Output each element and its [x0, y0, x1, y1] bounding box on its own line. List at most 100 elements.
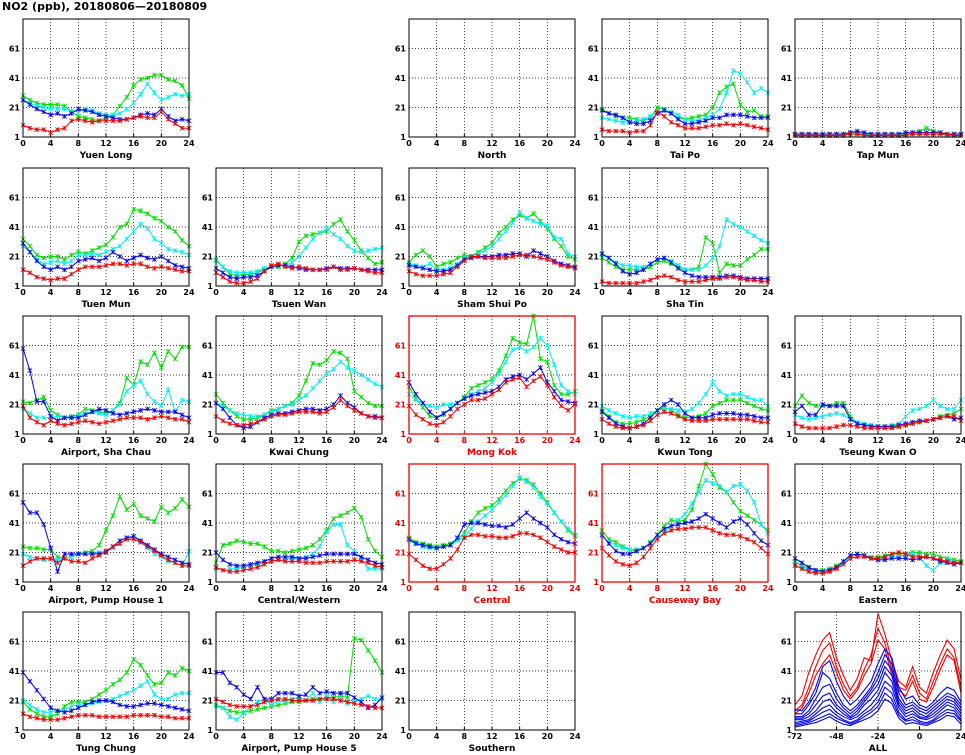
series-line-blue	[794, 680, 962, 724]
x-tick-label: 12	[486, 288, 497, 297]
data-point	[255, 413, 260, 419]
y-tick-label: 21	[202, 549, 214, 558]
data-point	[806, 564, 812, 570]
data-point	[613, 410, 619, 416]
panel-tai-po: 0 4 8 12 16 20 24 1 21 41 61 Tai Po	[588, 18, 774, 161]
data-point	[358, 394, 364, 400]
data-point	[255, 564, 260, 570]
data-point	[448, 406, 453, 412]
data-point	[220, 567, 226, 573]
data-point	[227, 407, 233, 413]
data-point	[158, 702, 164, 708]
panel-label: Central/Western	[258, 596, 341, 606]
data-point	[606, 552, 612, 558]
data-point	[317, 230, 323, 236]
data-point	[475, 510, 481, 516]
data-point	[234, 569, 240, 575]
y-tick-label: 61	[395, 194, 407, 203]
x-tick-label: 12	[486, 732, 497, 741]
data-point	[558, 536, 564, 542]
data-point	[241, 422, 247, 428]
y-tick-label: 21	[588, 104, 600, 113]
data-point	[96, 692, 102, 698]
data-point	[903, 422, 909, 428]
data-point	[503, 224, 509, 230]
data-point	[737, 102, 743, 108]
data-point	[310, 690, 316, 696]
data-point	[103, 113, 109, 119]
y-tick-label: 1	[400, 726, 406, 735]
x-tick-label: 12	[872, 436, 883, 445]
data-point	[434, 566, 440, 572]
data-point	[62, 709, 67, 715]
data-point	[489, 523, 495, 529]
data-point	[730, 499, 736, 505]
data-point	[110, 714, 116, 720]
data-point	[372, 261, 378, 267]
data-point	[131, 382, 137, 388]
data-point	[420, 416, 426, 422]
data-point	[358, 554, 364, 560]
series-line-blue	[794, 686, 962, 725]
data-point	[475, 391, 481, 397]
data-point	[613, 424, 619, 430]
data-point	[448, 259, 453, 265]
x-tick-label: 24	[955, 584, 965, 593]
data-point	[275, 406, 281, 412]
data-point	[910, 131, 916, 137]
data-point	[145, 211, 150, 217]
data-point	[179, 690, 185, 696]
data-point	[75, 258, 81, 264]
x-tick-label: 16	[128, 584, 140, 593]
data-point	[248, 413, 254, 419]
data-point	[675, 122, 681, 128]
data-point	[951, 406, 957, 412]
data-point	[910, 407, 916, 413]
data-point	[641, 116, 646, 122]
data-point	[331, 551, 337, 557]
data-point	[510, 376, 516, 382]
data-point	[668, 517, 674, 523]
x-tick-label: 16	[707, 288, 719, 297]
data-point	[310, 236, 316, 242]
x-tick-label: 4	[820, 139, 826, 148]
data-point	[68, 699, 74, 705]
data-point	[234, 563, 240, 569]
data-point	[372, 563, 378, 569]
data-point	[565, 407, 571, 413]
data-point	[289, 410, 295, 416]
data-point	[89, 419, 95, 425]
x-tick-label: 8	[269, 288, 275, 297]
data-point	[282, 696, 288, 702]
data-point	[317, 544, 323, 550]
data-point	[103, 249, 109, 255]
data-point	[372, 696, 378, 702]
data-point	[41, 105, 47, 110]
data-point	[420, 563, 426, 569]
data-point	[34, 715, 40, 721]
data-point	[517, 209, 523, 215]
data-point	[675, 407, 681, 413]
data-point	[96, 698, 102, 703]
data-point	[923, 125, 929, 131]
data-point	[448, 413, 453, 419]
data-point	[317, 267, 323, 273]
data-point	[131, 656, 137, 662]
data-point	[324, 371, 330, 377]
x-tick-label: 0	[599, 139, 605, 148]
data-point	[275, 261, 281, 267]
x-tick-label: 0	[792, 436, 798, 445]
y-tick-label: 1	[593, 430, 599, 439]
data-point	[641, 554, 646, 560]
data-point	[703, 277, 709, 283]
data-point	[634, 270, 640, 276]
data-point	[41, 415, 47, 421]
data-point	[165, 76, 171, 82]
x-tick-label: 0	[406, 584, 412, 593]
data-point	[255, 276, 260, 282]
data-point	[454, 255, 460, 261]
data-point	[482, 255, 488, 261]
data-point	[710, 240, 716, 246]
data-point	[248, 421, 254, 427]
x-tick-label: 20	[542, 732, 554, 741]
